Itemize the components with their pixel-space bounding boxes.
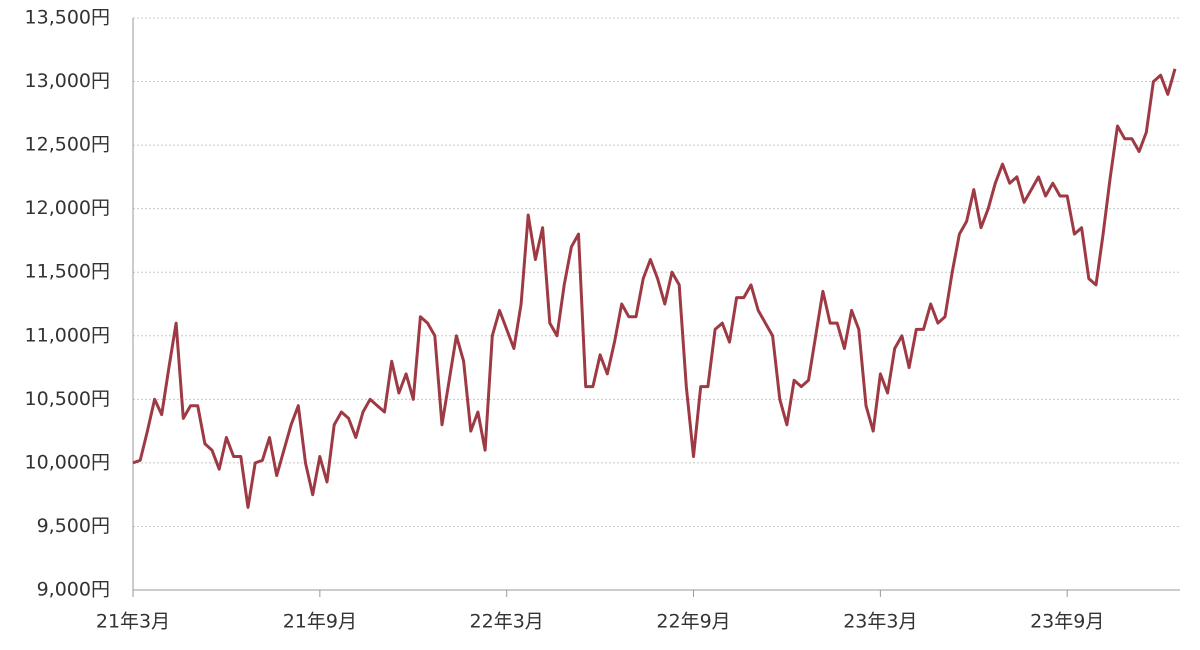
y-tick-label: 9,500円 bbox=[37, 515, 110, 537]
x-tick-label: 21年3月 bbox=[96, 611, 170, 633]
x-tick-label: 23年9月 bbox=[1030, 611, 1104, 633]
x-tick-label: 22年3月 bbox=[470, 611, 544, 633]
y-tick-label: 10,000円 bbox=[25, 451, 110, 473]
y-tick-label: 12,000円 bbox=[25, 197, 110, 219]
y-tick-label: 13,500円 bbox=[25, 7, 110, 29]
y-tick-label: 10,500円 bbox=[25, 388, 110, 410]
y-tick-label: 11,000円 bbox=[25, 324, 110, 346]
x-tick-label: 22年9月 bbox=[656, 611, 730, 633]
x-tick-label: 21年9月 bbox=[283, 611, 357, 633]
y-tick-label: 13,000円 bbox=[25, 70, 110, 92]
price-line bbox=[132, 68, 1177, 509]
y-tick-label: 11,500円 bbox=[25, 261, 110, 283]
x-tick-label: 23年3月 bbox=[843, 611, 917, 633]
y-tick-label: 9,000円 bbox=[37, 579, 110, 601]
y-tick-label: 12,500円 bbox=[25, 134, 110, 156]
